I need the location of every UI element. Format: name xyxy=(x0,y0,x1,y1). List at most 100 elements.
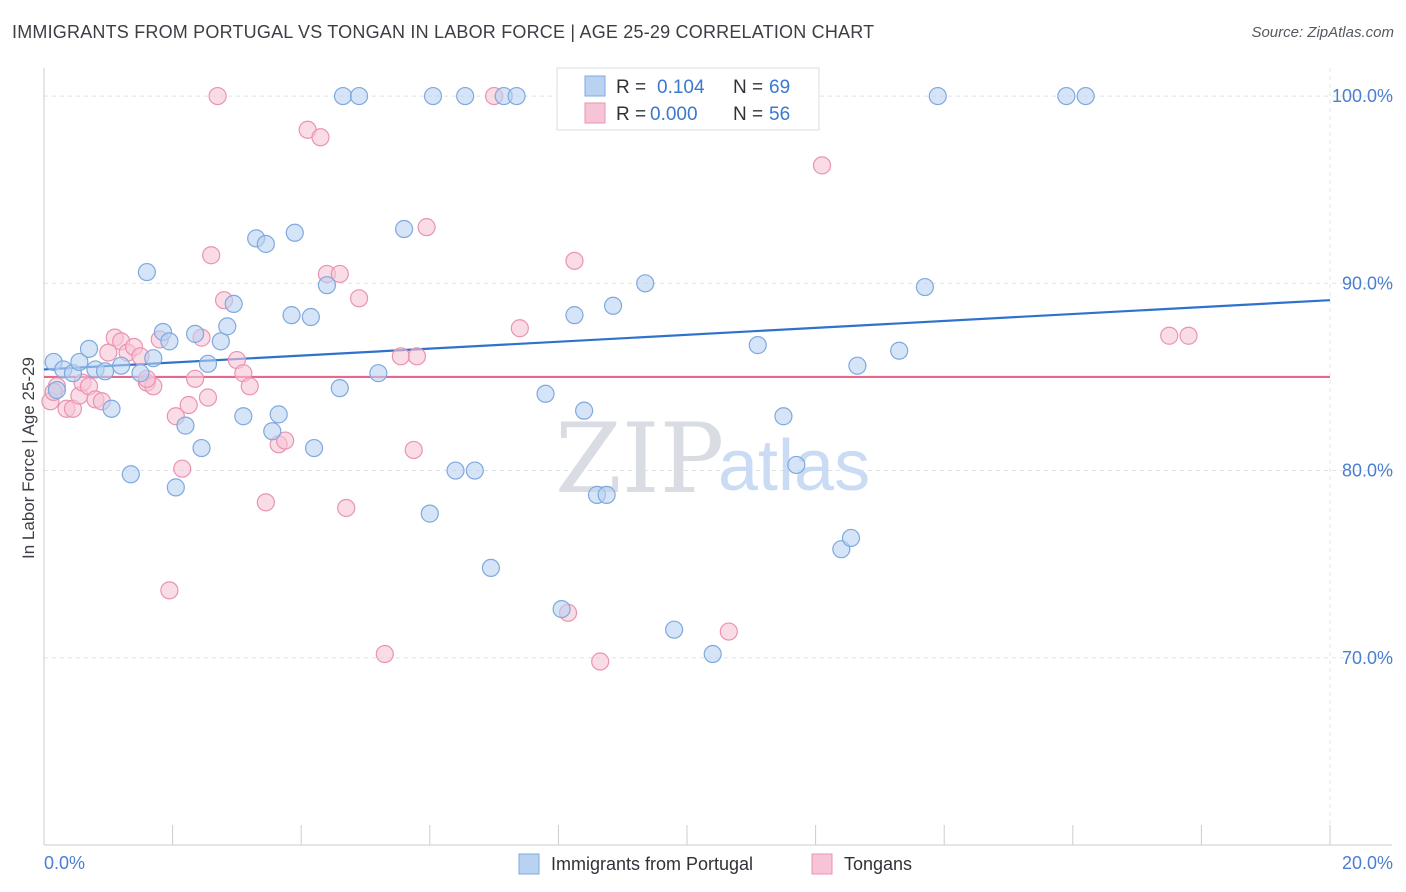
point-tongans xyxy=(510,319,529,338)
point-portugal xyxy=(70,352,89,372)
point-portugal xyxy=(102,399,121,418)
y-axis-label: In Labor Force | Age 25-29 xyxy=(19,357,38,559)
point-portugal xyxy=(333,86,353,106)
point-portugal xyxy=(131,364,150,383)
point-portugal xyxy=(160,332,179,351)
point-portugal xyxy=(507,86,526,106)
point-portugal xyxy=(1057,86,1076,106)
point-portugal xyxy=(787,455,806,475)
point-portugal xyxy=(144,349,163,368)
point-tongans xyxy=(311,128,330,147)
point-tongans xyxy=(1179,326,1198,345)
point-portugal xyxy=(137,262,156,282)
point-tongans xyxy=(391,347,410,366)
point-tongans xyxy=(198,388,218,407)
point-portugal xyxy=(536,384,555,403)
chart-title: IMMIGRANTS FROM PORTUGAL VS TONGAN IN LA… xyxy=(12,22,875,42)
point-portugal xyxy=(774,407,793,426)
point-portugal xyxy=(575,401,594,420)
legend-r-label-2: R = xyxy=(616,104,646,125)
point-portugal xyxy=(349,86,369,106)
legend-r-label-1: R = xyxy=(616,77,646,98)
point-portugal xyxy=(121,465,140,484)
point-portugal xyxy=(369,364,388,383)
point-tongans xyxy=(407,347,427,366)
point-portugal xyxy=(95,362,115,381)
point-portugal xyxy=(166,478,185,497)
point-portugal xyxy=(394,219,414,239)
point-tongans xyxy=(1160,326,1179,345)
point-tongans xyxy=(256,493,275,512)
point-tongans xyxy=(179,395,198,415)
point-portugal xyxy=(234,407,253,426)
legend-swatch-tongans xyxy=(584,102,606,124)
point-portugal xyxy=(928,86,947,106)
point-tongans xyxy=(812,156,832,175)
point-portugal xyxy=(665,620,684,639)
point-portugal xyxy=(263,422,282,441)
point-portugal xyxy=(636,274,655,293)
point-portugal xyxy=(423,86,443,106)
point-portugal xyxy=(176,416,195,435)
legend-r-value-2: 0.000 xyxy=(650,104,698,125)
point-portugal xyxy=(597,485,616,504)
point-portugal xyxy=(47,380,66,400)
point-tongans xyxy=(591,652,610,671)
y-tick-label: 100.0% xyxy=(1332,86,1393,106)
bottom-legend-label-tongans: Tongans xyxy=(844,854,912,874)
point-portugal xyxy=(848,356,867,375)
point-tongans xyxy=(404,440,423,460)
point-portugal xyxy=(890,341,909,360)
point-portugal xyxy=(330,379,349,398)
y-tick-label: 70.0% xyxy=(1342,648,1393,668)
source-label: Source: ZipAtlas.com xyxy=(1251,24,1394,41)
point-tongans xyxy=(337,498,356,518)
x-tick-label: 20.0% xyxy=(1342,853,1393,873)
bottom-legend-swatch-tongans xyxy=(811,853,833,875)
legend-swatch-portugal xyxy=(584,75,606,97)
point-tongans xyxy=(160,581,179,600)
trend-line-portugal xyxy=(43,299,1331,371)
legend-r-value-1: 0.104 xyxy=(657,77,705,98)
point-portugal xyxy=(552,599,571,619)
point-portugal xyxy=(218,317,237,336)
legend-n-label-2: N = xyxy=(733,104,763,125)
point-tongans xyxy=(565,251,584,270)
point-portugal xyxy=(186,324,205,343)
point-portugal xyxy=(748,335,767,355)
bottom-legend-swatch-portugal xyxy=(518,853,540,875)
data-points xyxy=(41,86,1198,671)
point-tongans xyxy=(173,459,192,478)
point-portugal xyxy=(282,306,301,325)
y-tick-label: 80.0% xyxy=(1342,461,1393,481)
point-portugal xyxy=(465,461,484,480)
point-portugal xyxy=(79,339,99,358)
x-tick-labels: 0.0% 20.0% xyxy=(44,853,1393,873)
point-tongans xyxy=(202,246,221,265)
point-tongans xyxy=(349,289,369,308)
watermark-zip: ZIP xyxy=(555,403,724,515)
y-tick-labels: 100.0% 90.0% 80.0% 70.0% xyxy=(1332,86,1393,668)
point-tongans xyxy=(719,622,738,641)
point-portugal xyxy=(841,528,861,548)
point-portugal xyxy=(304,438,324,458)
point-tongans xyxy=(240,377,259,396)
x-tick-label: 0.0% xyxy=(44,853,85,873)
bottom-legend-label-portugal: Immigrants from Portugal xyxy=(551,854,753,874)
point-portugal xyxy=(446,461,465,480)
point-portugal xyxy=(915,277,935,297)
watermark: ZIP atlas xyxy=(555,403,870,515)
legend-n-value-1: 69 xyxy=(769,77,790,98)
point-portugal xyxy=(565,306,584,325)
point-portugal xyxy=(224,294,243,314)
point-tongans xyxy=(375,644,394,664)
point-portugal xyxy=(256,234,275,254)
trend-lines xyxy=(43,299,1331,379)
point-portugal xyxy=(269,405,288,424)
point-portugal xyxy=(112,356,131,375)
point-portugal xyxy=(481,558,500,578)
legend-n-value-2: 56 xyxy=(769,104,790,125)
axes xyxy=(43,68,1392,846)
legend: R = 0.104 N = 69 R = 0.000 N = 56 xyxy=(556,67,820,131)
